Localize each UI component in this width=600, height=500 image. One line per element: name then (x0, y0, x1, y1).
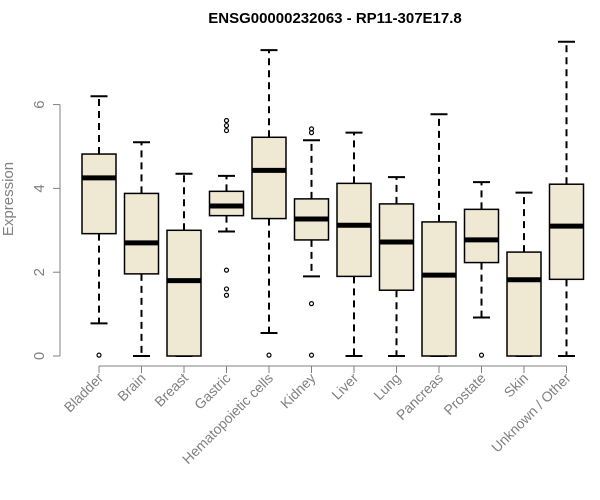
box-iqr (208, 190, 245, 217)
outlier-point (308, 301, 315, 307)
box-bladder (81, 95, 117, 358)
box-iqr (251, 136, 287, 220)
x-tick-label: Kidney (277, 370, 319, 412)
x-tick-label: Prostate (440, 370, 488, 418)
box-breast (166, 172, 202, 357)
y-tick-label: 6 (31, 100, 48, 108)
box-kidney (293, 126, 330, 358)
box-skin (506, 191, 542, 357)
x-tick-label: Pancreas (393, 370, 446, 423)
box-iqr (548, 183, 585, 281)
outlier-point (223, 127, 230, 134)
box-pancreas (421, 113, 457, 357)
box-brain (123, 141, 160, 357)
x-tick-label: Liver (328, 370, 361, 403)
x-tick-label: Bladder (61, 370, 107, 416)
box-iqr (421, 221, 457, 357)
outlier-point (96, 352, 102, 358)
box-iqr (506, 251, 542, 357)
y-tick-label: 0 (31, 352, 48, 360)
outlier-point (223, 292, 230, 298)
outlier-point (308, 352, 315, 358)
outlier-point (223, 122, 230, 129)
box-iqr (463, 208, 500, 264)
box-iqr (378, 203, 415, 291)
box-lung (378, 176, 415, 357)
y-axis: 0 2 4 6 (31, 100, 61, 360)
x-tick-label: Unknown / Other (488, 370, 574, 456)
outlier-point (223, 286, 230, 292)
x-tick-label: Skin (501, 370, 532, 401)
box-iqr (166, 229, 202, 357)
box-iqr (336, 182, 372, 278)
box-unknown-other (548, 40, 585, 357)
y-tick-label: 2 (31, 268, 48, 276)
chart-title: ENSG00000232063 - RP11-307E17.8 (208, 10, 462, 27)
box-gastric (208, 117, 245, 298)
box-liver (336, 131, 372, 357)
box-series (81, 40, 585, 358)
y-axis-label: Expression (0, 162, 17, 236)
y-tick-label: 4 (31, 184, 48, 192)
outlier-point (223, 117, 230, 124)
box-iqr (81, 153, 117, 235)
x-tick-label: Lung (370, 370, 403, 403)
outlier-point (308, 130, 315, 136)
box-hematopoietic-cells (251, 49, 287, 358)
outlier-point (478, 352, 485, 358)
box-prostate (463, 181, 500, 358)
x-tick-label: Brain (114, 370, 148, 404)
x-tick-label: Breast (151, 370, 191, 410)
box-iqr (123, 192, 160, 275)
outlier-point (223, 267, 230, 273)
outlier-point (266, 352, 272, 358)
